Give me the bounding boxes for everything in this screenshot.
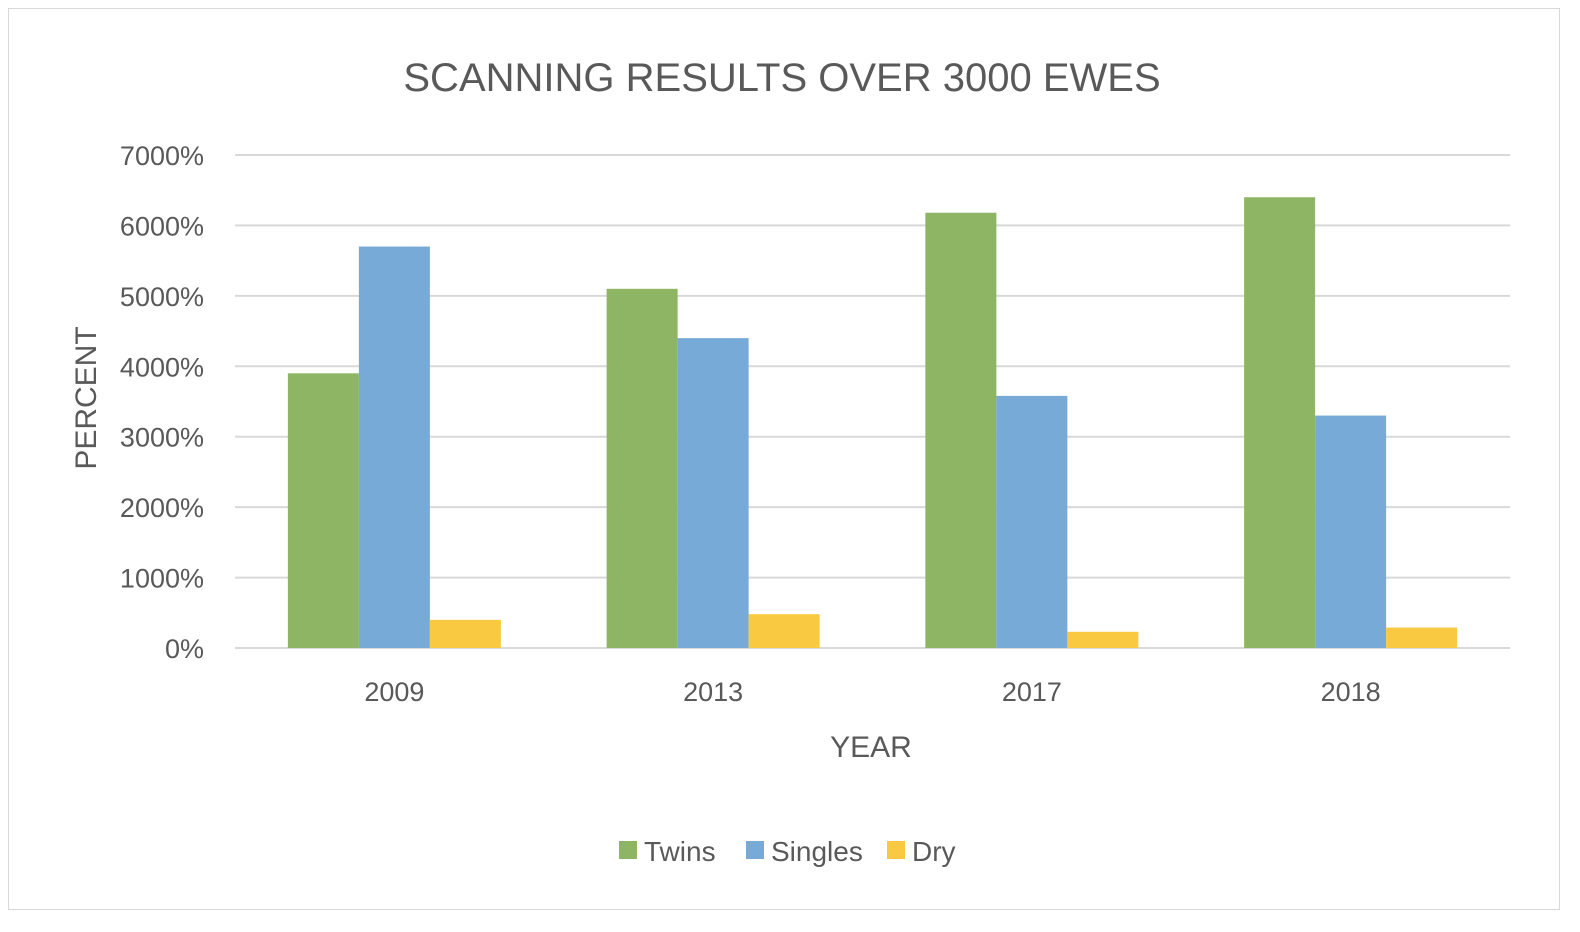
x-tick-label: 2009 (364, 677, 424, 707)
bar-twins-2018 (1244, 197, 1316, 648)
y-tick-label: 3000% (120, 423, 204, 453)
bar-twins-2013 (606, 288, 678, 648)
y-tick-label: 7000% (120, 141, 204, 171)
y-tick-label: 5000% (120, 282, 204, 312)
chart-title: SCANNING RESULTS OVER 3000 EWES (403, 56, 1160, 100)
y-tick-label: 0% (165, 634, 204, 664)
bar-singles-2013 (677, 338, 749, 648)
bar-singles-2009 (358, 246, 430, 649)
y-tick-label: 2000% (120, 493, 204, 523)
bar-dry-2009 (429, 619, 501, 648)
bars (287, 197, 1458, 649)
y-axis-title: PERCENT (70, 326, 103, 469)
bar-singles-2018 (1315, 415, 1387, 648)
legend-item-singles: Singles (746, 836, 863, 867)
bar-dry-2018 (1386, 627, 1458, 648)
y-tick-label: 1000% (120, 564, 204, 594)
x-tick-label: 2013 (683, 677, 743, 707)
legend-swatch (887, 841, 905, 859)
legend-label: Singles (771, 836, 863, 867)
legend-label: Twins (644, 836, 716, 867)
legend-item-twins: Twins (619, 836, 716, 867)
x-axis-tick-labels: 2009 2013 2017 2018 (364, 677, 1380, 707)
legend-swatch (619, 841, 637, 859)
x-tick-label: 2018 (1321, 677, 1381, 707)
bar-dry-2013 (748, 614, 820, 648)
x-tick-label: 2017 (1002, 677, 1062, 707)
legend-label: Dry (912, 836, 956, 867)
legend: Twins Singles Dry (619, 836, 956, 867)
legend-item-dry: Dry (887, 836, 956, 867)
x-axis-title: YEAR (830, 731, 912, 764)
y-axis-tick-labels: 0% 1000% 2000% 3000% 4000% 5000% 6000% 7000% (120, 141, 204, 664)
bar-twins-2017 (925, 212, 997, 648)
bar-singles-2017 (996, 395, 1068, 648)
y-tick-label: 4000% (120, 352, 204, 382)
legend-swatch (746, 841, 764, 859)
bar-dry-2017 (1067, 631, 1139, 648)
y-tick-label: 6000% (120, 211, 204, 241)
bar-twins-2009 (287, 373, 359, 648)
